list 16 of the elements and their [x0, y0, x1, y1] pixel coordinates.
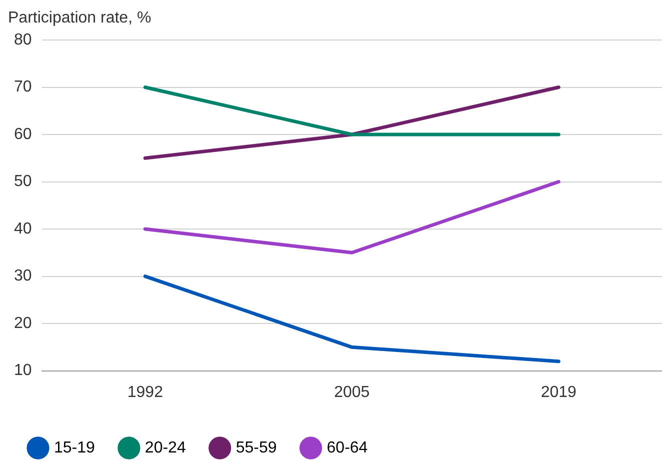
y-tick-label: 60	[14, 126, 32, 143]
y-tick-label: 30	[14, 268, 32, 285]
y-tick-label: 20	[14, 314, 32, 332]
y-tick-label: 40	[14, 220, 32, 238]
x-tick-label: 2019	[540, 384, 577, 401]
legend-label: 15-19	[54, 439, 96, 456]
legend-label: 20-24	[144, 439, 186, 456]
x-tick-label: 1992	[127, 384, 164, 401]
y-tick-label: 10	[14, 362, 32, 380]
y-tick-label: 80	[14, 31, 32, 48]
legend-label: 55-59	[236, 439, 277, 456]
y-axis-title: Participation rate, %	[8, 9, 152, 26]
x-tick-label: 2005	[334, 384, 370, 401]
legend-label: 60-64	[326, 439, 368, 456]
y-tick-label: 70	[14, 78, 32, 96]
y-tick-label: 50	[14, 173, 32, 190]
